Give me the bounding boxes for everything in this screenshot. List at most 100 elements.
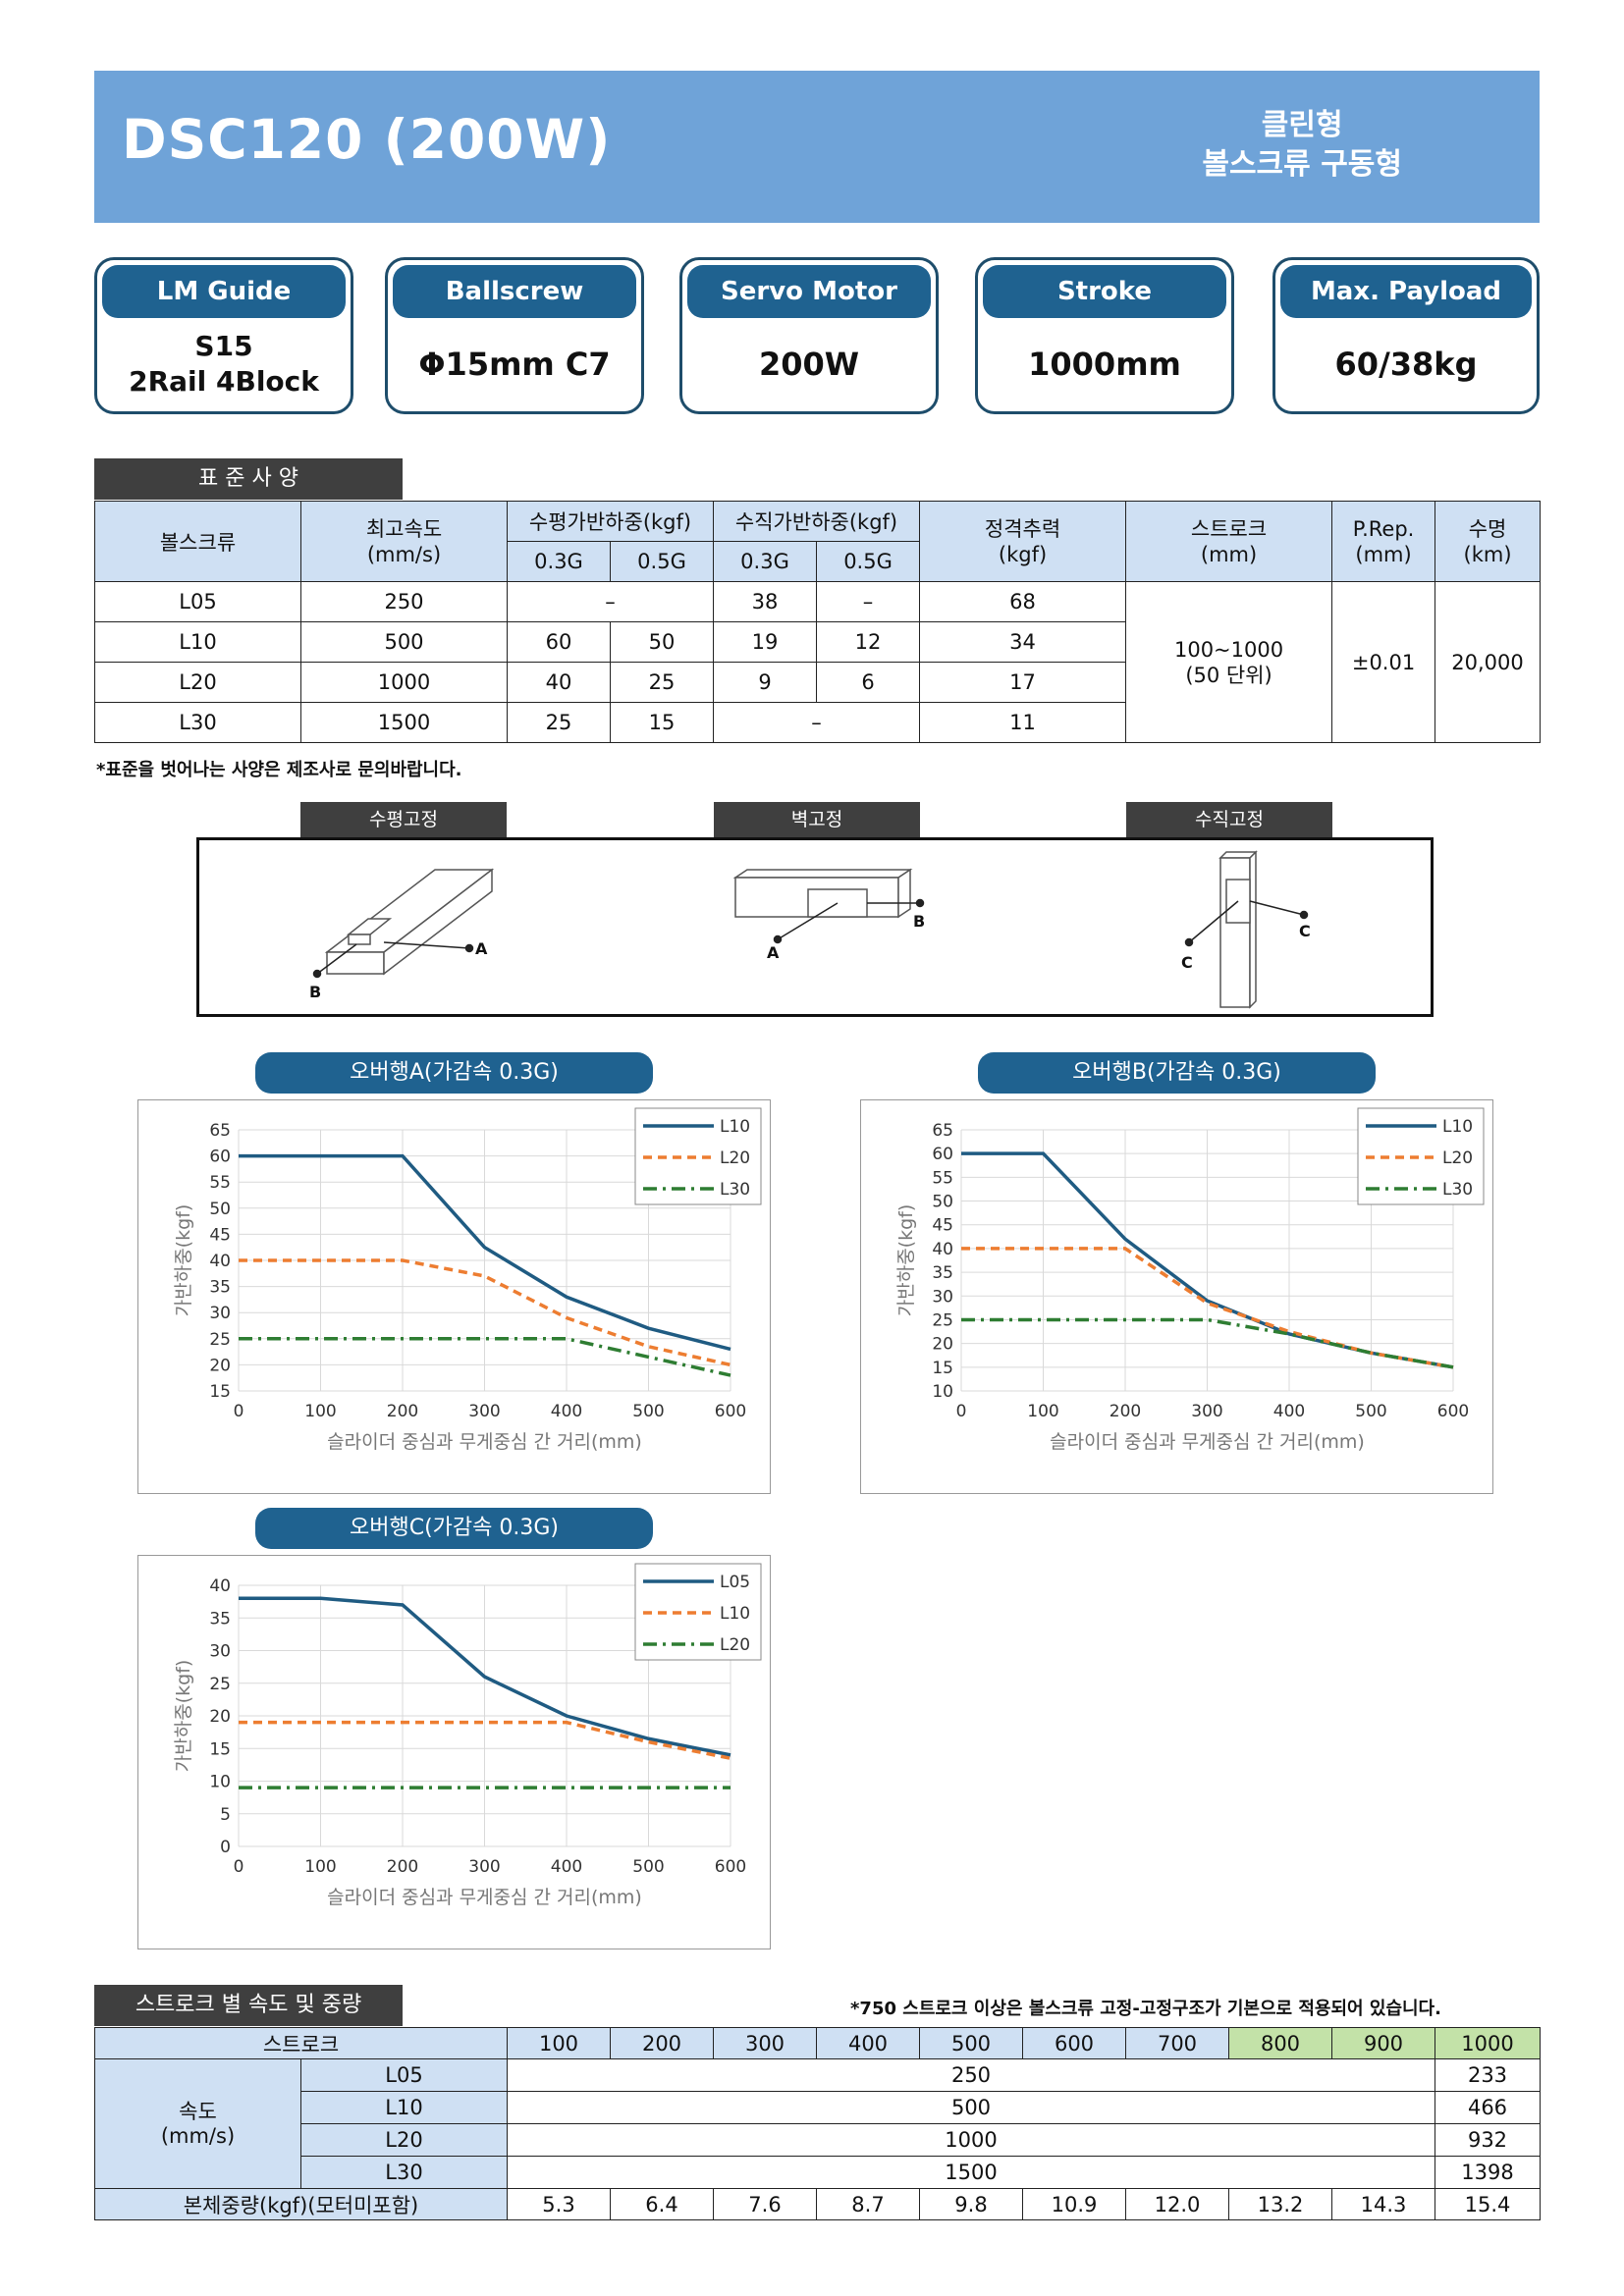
series-line-l20 <box>239 1258 731 1367</box>
x-tick-label: 100 <box>304 1857 336 1877</box>
y-tick-label: 40 <box>209 1576 231 1596</box>
cell-v03: 19 <box>713 621 818 663</box>
spec-label: Stroke <box>983 265 1226 318</box>
cell-speed: 250 <box>300 581 508 622</box>
y-tick-label: 50 <box>209 1200 231 1219</box>
y-axis-label: 가반하중(kgf) <box>173 1204 194 1317</box>
speed-value: 1500 <box>507 2156 1435 2189</box>
x-tick-label: 300 <box>1191 1402 1222 1421</box>
cell-speed: 1000 <box>300 662 508 703</box>
x-tick-label: 400 <box>551 1402 582 1421</box>
x-tick-label: 600 <box>715 1402 746 1421</box>
cell-h05: 50 <box>609 621 715 663</box>
cell-v05: – <box>816 581 921 622</box>
page-title: DSC120 (200W) <box>122 108 612 171</box>
cell-v05: 12 <box>816 621 921 663</box>
y-tick-label: 65 <box>209 1121 231 1141</box>
spec-box-lm-guide: LM Guide S15 2Rail 4Block <box>94 257 353 414</box>
weight-row: 본체중량(kgf)(모터미포함) 5.3 6.4 7.6 8.7 9.8 10.… <box>94 2188 1541 2220</box>
spec-box-servo-motor: Servo Motor 200W <box>679 257 939 414</box>
chart-frame-overhang-c: 0 5 10 15 20 25 30 35 40 0 100 200 300 400 500 600 슬라이더 … <box>137 1555 771 1949</box>
cell-thrust: 34 <box>919 621 1127 663</box>
x-axis-label: 슬라이더 중심과 무게중심 간 거리(mm) <box>327 1887 642 1908</box>
cell-v03: 38 <box>713 581 818 622</box>
y-tick-label: 55 <box>209 1173 231 1193</box>
legend-label: L10 <box>720 1604 750 1624</box>
cell-thrust: 11 <box>919 702 1127 743</box>
weight-cell: 14.3 <box>1331 2188 1435 2220</box>
y-tick-label: 55 <box>932 1168 953 1188</box>
stroke-cell: 900 <box>1331 2027 1435 2059</box>
speed-1000: 233 <box>1435 2058 1541 2092</box>
point-c-label: C <box>1181 953 1193 972</box>
cell-thrust: 17 <box>919 662 1127 703</box>
weight-cell: 9.8 <box>919 2188 1023 2220</box>
stroke-cell: 100 <box>507 2027 611 2059</box>
speed-weight-note: *750 스트로크 이상은 볼스크류 고정-고정구조가 기본으로 적용되어 있습… <box>850 1999 1441 2019</box>
cell-h03: 40 <box>507 662 611 703</box>
y-tick-label: 35 <box>209 1278 231 1298</box>
y-tick-label: 15 <box>209 1382 231 1402</box>
x-tick-label: 600 <box>715 1857 746 1877</box>
header-vertical-payload: 수직가반하중(kgf) <box>713 501 921 542</box>
y-tick-label: 60 <box>932 1145 953 1164</box>
mount-tab-vertical: 수직고정 <box>1126 802 1332 837</box>
y-tick-label: 30 <box>209 1642 231 1662</box>
spec-box-max-payload: Max. Payload 60/38kg <box>1272 257 1540 414</box>
weight-header: 본체중량(kgf)(모터미포함) <box>94 2188 508 2220</box>
y-tick-label: 20 <box>209 1707 231 1727</box>
table-row: L05 250 – 38 – 68 100~1000 (50 단위) ±0.01… <box>94 581 1542 743</box>
x-tick-label: 100 <box>1027 1402 1058 1421</box>
y-tick-label: 15 <box>932 1359 953 1378</box>
legend-label: L10 <box>720 1117 750 1137</box>
speed-value: 250 <box>507 2058 1435 2092</box>
legend-label: L20 <box>720 1635 750 1655</box>
legend-label: L10 <box>1442 1117 1473 1137</box>
speed-value: 1000 <box>507 2123 1435 2157</box>
spec-label: Max. Payload <box>1280 265 1532 318</box>
header-h-05g: 0.5G <box>609 541 715 582</box>
y-tick-label: 35 <box>209 1609 231 1629</box>
cell-stroke: 100~1000 (50 단위) <box>1125 581 1333 743</box>
series-line-l10 <box>239 1153 731 1352</box>
legend-label: L20 <box>1442 1148 1473 1168</box>
cell-model: L20 <box>94 662 301 703</box>
y-tick-label: 40 <box>209 1252 231 1271</box>
page-header: DSC120 (200W) 클린형 볼스크류 구동형 <box>94 71 1540 223</box>
spec-value: S15 2Rail 4Block <box>129 330 319 398</box>
speed-model: L20 <box>300 2123 508 2157</box>
x-tick-label: 500 <box>1355 1402 1386 1421</box>
y-tick-label: 25 <box>209 1330 231 1350</box>
header-ballscrew: 볼스크류 <box>94 501 301 582</box>
speed-row: 속도 (mm/s) L05 250 233 <box>94 2058 1541 2189</box>
y-tick-label: 15 <box>209 1739 231 1759</box>
chart-overhang-b: 10 15 20 25 30 35 40 45 50 55 60 65 0 100 200 300 400 500… <box>895 1107 1485 1453</box>
legend-label: L05 <box>720 1573 750 1592</box>
x-tick-label: 300 <box>468 1402 500 1421</box>
y-axis-label: 가반하중(kgf) <box>173 1660 194 1773</box>
speed-row: L30 1500 1398 <box>95 2156 1541 2189</box>
chart-title-overhang-c: 오버행C(가감속 0.3G) <box>255 1508 653 1549</box>
x-tick-label: 500 <box>632 1402 664 1421</box>
speed-row: L20 1000 932 <box>95 2123 1541 2157</box>
x-tick-label: 400 <box>551 1857 582 1877</box>
chart-title-overhang-a: 오버행A(가감속 0.3G) <box>255 1052 653 1094</box>
speed-weight-table: 스트로크 100 200 300 400 500 600 700 800 900… <box>94 2027 1541 2220</box>
stroke-cell: 400 <box>816 2027 920 2059</box>
header-prep: P.Rep. (mm) <box>1331 501 1436 582</box>
cell-prep: ±0.01 <box>1331 581 1436 743</box>
mount-tab-horizontal: 수평고정 <box>300 802 507 837</box>
spec-label: LM Guide <box>102 265 346 318</box>
header-thrust: 정격추력 (kgf) <box>919 501 1127 582</box>
y-tick-label: 25 <box>209 1675 231 1694</box>
point-a-label: A <box>475 939 488 958</box>
chart-title-overhang-b: 오버행B(가감속 0.3G) <box>978 1052 1376 1094</box>
cell-h03: 25 <box>507 702 611 743</box>
wall-actuator-icon <box>732 868 913 919</box>
y-tick-label: 30 <box>932 1287 953 1307</box>
y-tick-label: 40 <box>932 1240 953 1259</box>
table-row: L20 1000 40 25 9 6 17 <box>94 662 1541 703</box>
standard-spec-note: *표준을 벗어나는 사양은 제조사로 문의바랍니다. <box>96 760 462 780</box>
x-tick-label: 0 <box>234 1857 244 1877</box>
cell-speed: 500 <box>300 621 508 663</box>
